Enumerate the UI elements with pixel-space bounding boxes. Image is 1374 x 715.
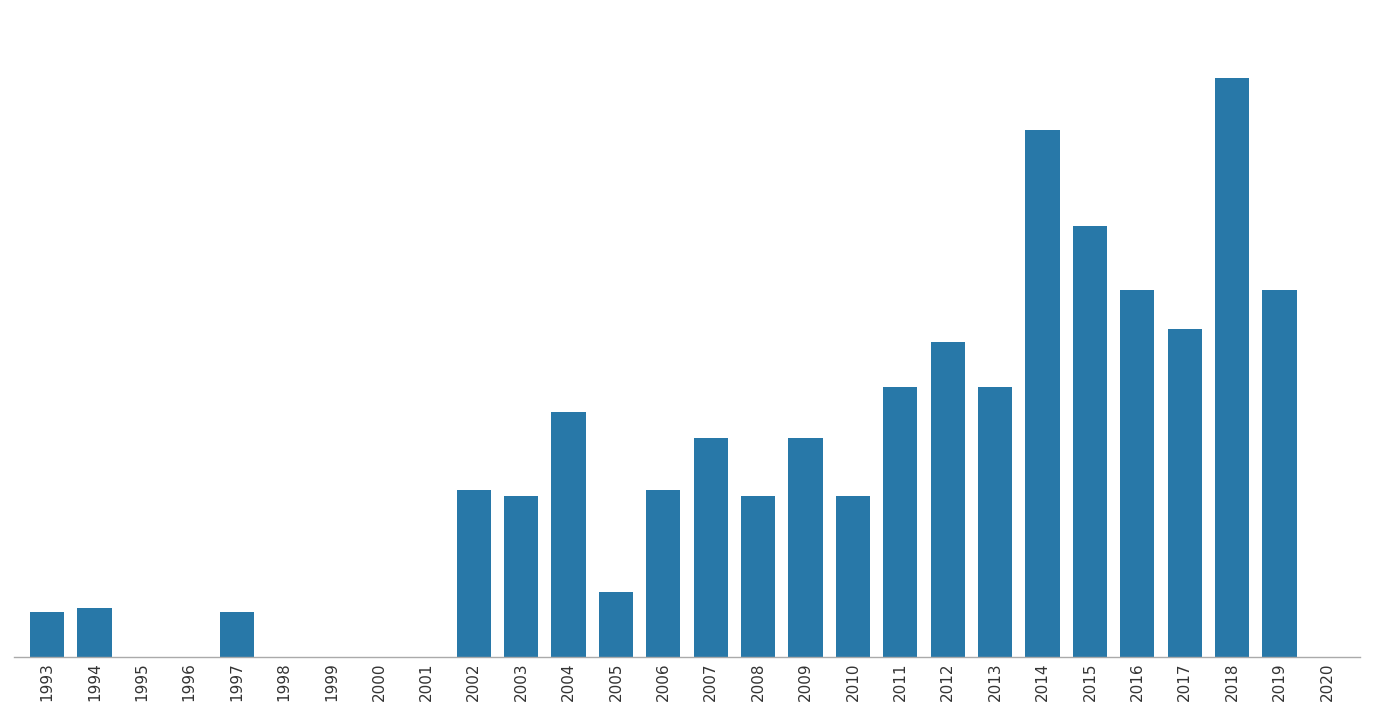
Bar bbox=[220, 612, 254, 656]
Bar bbox=[930, 342, 965, 656]
Bar bbox=[551, 413, 585, 656]
Bar bbox=[1120, 290, 1154, 656]
Bar bbox=[456, 490, 491, 656]
Bar bbox=[741, 496, 775, 656]
Bar bbox=[1168, 329, 1202, 656]
Bar bbox=[835, 496, 870, 656]
Bar bbox=[77, 608, 111, 656]
Bar bbox=[1215, 78, 1249, 656]
Bar bbox=[1263, 290, 1297, 656]
Bar bbox=[599, 593, 633, 656]
Bar bbox=[883, 387, 918, 656]
Bar bbox=[1073, 226, 1107, 656]
Bar bbox=[789, 438, 823, 656]
Bar bbox=[978, 387, 1013, 656]
Bar bbox=[504, 496, 539, 656]
Bar bbox=[646, 490, 680, 656]
Bar bbox=[30, 612, 65, 656]
Bar bbox=[1025, 129, 1059, 656]
Bar bbox=[694, 438, 728, 656]
